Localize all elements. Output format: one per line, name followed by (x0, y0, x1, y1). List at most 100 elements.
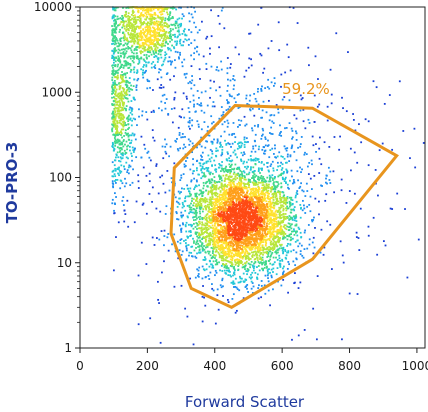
event-dot (152, 51, 155, 54)
event-dot (114, 135, 117, 138)
event-dot (234, 101, 237, 104)
event-dot (226, 57, 229, 59)
event-dot (130, 139, 133, 142)
event-dot (138, 60, 141, 62)
event-dot (224, 250, 227, 253)
event-dot (290, 147, 293, 150)
event-dot (223, 199, 226, 202)
event-dot (280, 214, 283, 216)
event-dot (271, 251, 274, 254)
event-dot (114, 106, 117, 109)
event-dot (254, 260, 257, 263)
event-dot (266, 246, 269, 249)
event-dot (257, 247, 260, 249)
event-dot (299, 253, 302, 256)
event-dot (114, 115, 117, 118)
event-dot (185, 259, 188, 262)
event-dot (275, 199, 278, 201)
event-dot (299, 216, 302, 219)
event-dot (277, 220, 280, 223)
event-dot (309, 210, 312, 213)
event-dot (227, 176, 230, 179)
event-dot (213, 254, 215, 256)
event-dot (192, 222, 195, 225)
event-dot (174, 24, 177, 27)
event-dot (176, 18, 179, 21)
event-dot (116, 168, 119, 170)
event-dot (187, 244, 190, 246)
event-dot (136, 71, 139, 73)
event-dot (123, 92, 126, 94)
event-dot (245, 255, 248, 258)
event-dot (165, 205, 168, 208)
event-dot (268, 221, 271, 224)
event-dot (122, 23, 125, 26)
event-dot (272, 122, 275, 124)
event-dot (182, 223, 184, 226)
event-dot (188, 195, 191, 198)
event-dot (271, 233, 274, 236)
event-dot (286, 153, 289, 156)
event-dot (269, 262, 272, 265)
event-dot (209, 79, 212, 82)
event-dot (245, 246, 248, 249)
event-dot (217, 210, 220, 213)
event-dot (123, 64, 125, 67)
event-dot (177, 24, 179, 27)
event-dot (186, 315, 189, 318)
event-dot (132, 85, 135, 87)
event-dot (216, 201, 219, 204)
event-dot (264, 144, 267, 147)
event-dot (216, 181, 219, 184)
event-dot (220, 239, 223, 242)
event-dot (270, 40, 273, 42)
event-dot (212, 250, 214, 252)
event-dot (119, 74, 122, 77)
event-dot (240, 160, 243, 163)
event-dot (264, 260, 267, 263)
event-dot (226, 90, 229, 92)
event-dot (234, 153, 237, 156)
event-dot (259, 200, 262, 203)
event-dot (313, 216, 315, 219)
event-dot (273, 230, 276, 233)
event-dot (219, 199, 222, 201)
event-dot (276, 191, 279, 194)
event-dot (166, 13, 169, 16)
event-dot (207, 252, 210, 255)
event-dot (123, 95, 126, 98)
event-dot (200, 206, 203, 209)
event-dot (132, 55, 135, 58)
event-dot (173, 96, 176, 99)
event-dot (184, 33, 187, 36)
event-dot (294, 196, 297, 199)
event-dot (258, 284, 260, 287)
event-dot (133, 71, 136, 74)
event-dot (163, 24, 166, 27)
event-dot (122, 21, 125, 24)
event-dot (203, 199, 206, 202)
event-dot (251, 159, 254, 161)
event-dot (199, 162, 202, 165)
event-dot (114, 27, 117, 30)
event-dot (295, 117, 298, 120)
event-dot (291, 145, 293, 148)
event-dot (194, 255, 197, 258)
event-dot (204, 230, 207, 233)
event-dot (268, 132, 271, 134)
event-dot (184, 225, 187, 228)
event-dot (132, 98, 135, 100)
event-dot (218, 163, 221, 165)
event-dot (211, 184, 214, 187)
event-dot (200, 177, 203, 180)
event-dot (296, 193, 299, 195)
event-dot (214, 199, 217, 202)
event-dot (264, 292, 267, 295)
event-dot (151, 17, 154, 20)
event-dot (214, 274, 216, 277)
event-dot (160, 33, 162, 36)
event-dot (270, 276, 273, 279)
event-dot (204, 236, 206, 239)
event-dot (164, 107, 167, 110)
event-dot (260, 54, 263, 57)
